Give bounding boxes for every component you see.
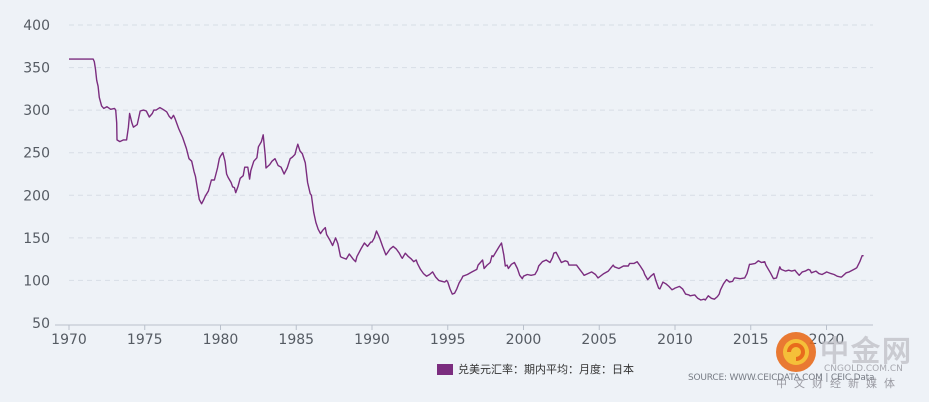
series-line [69,58,864,301]
y-tick-label: 100 [23,273,50,289]
watermark-logo: 中金网 CNGOLD.COM.CN 中文财经新媒体 [770,328,920,394]
x-tick-label: 2005 [581,332,617,348]
x-axis-ticks: 1970 1975 1980 1985 1990 1995 2000 2005 2010 2015… [51,325,844,348]
y-tick-label: 200 [23,188,50,204]
y-axis-ticks: 50 100 150 200 250 300 350 400 [23,18,50,332]
watermark-url: CNGOLD.COM.CN [824,364,903,374]
watermark-tagline: 中文财经新媒体 [776,377,902,390]
x-tick-label: 1995 [430,332,466,348]
y-tick-label: 250 [23,146,50,162]
y-tick-label: 400 [23,18,50,34]
x-tick-label: 2020 [809,332,845,348]
watermark-name: 中金网 [820,334,914,368]
x-tick-label: 2010 [657,332,693,348]
x-tick-label: 2015 [733,332,769,348]
x-tick-label: 1990 [354,332,390,348]
legend-label: 兑美元汇率：期内平均：月度：日本 [458,363,634,376]
x-tick-label: 1980 [203,332,239,348]
legend-swatch [437,363,453,375]
x-tick-label: 1985 [278,332,314,348]
series-group [69,58,864,301]
x-tick-label: 2000 [506,332,542,348]
source-note: SOURCE: WWW.CEICDATA.COM | CEIC Data [688,373,875,383]
x-tick-label: 1970 [51,332,87,348]
y-tick-label: 300 [23,103,50,119]
x-tick-label: 1975 [127,332,163,348]
grid-lines [69,24,873,281]
logo-mark-icon [776,332,816,372]
legend[interactable]: 兑美元汇率：期内平均：月度：日本 [437,361,634,377]
y-tick-label: 50 [32,316,50,332]
y-tick-label: 350 [23,61,50,77]
y-tick-label: 150 [23,231,50,247]
